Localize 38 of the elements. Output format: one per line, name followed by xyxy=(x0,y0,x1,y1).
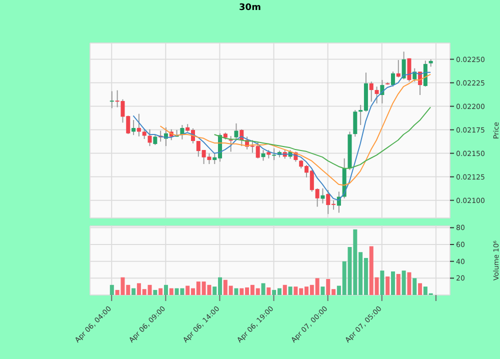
bar xyxy=(396,274,400,295)
candlestick xyxy=(153,134,158,146)
bar xyxy=(380,270,384,295)
candlestick xyxy=(110,90,114,109)
bar xyxy=(158,288,163,295)
bar xyxy=(153,290,158,295)
candlestick xyxy=(396,60,400,78)
candlestick xyxy=(148,128,152,147)
candlestick xyxy=(261,150,266,162)
bar xyxy=(261,283,266,295)
bar xyxy=(169,288,174,295)
bar xyxy=(282,284,287,295)
bar xyxy=(402,270,406,295)
candlestick xyxy=(132,120,136,136)
bar xyxy=(164,284,168,295)
bar xyxy=(412,278,417,295)
bar xyxy=(386,276,390,295)
chart-title: 30m xyxy=(238,3,262,13)
bar xyxy=(418,283,422,295)
candlestick xyxy=(142,128,146,140)
candlestick xyxy=(402,51,406,80)
bar xyxy=(391,271,395,295)
candlestick xyxy=(136,113,141,137)
bar xyxy=(407,272,412,295)
candlestick xyxy=(391,71,395,88)
candlestick xyxy=(353,110,358,138)
line-series xyxy=(214,106,432,169)
bar xyxy=(266,287,271,295)
bar xyxy=(234,288,238,295)
bar xyxy=(110,284,114,295)
candlestick xyxy=(369,81,374,102)
bar xyxy=(132,288,136,295)
bar xyxy=(320,286,325,295)
candlestick xyxy=(412,68,417,82)
candlestick xyxy=(234,122,238,141)
bar xyxy=(288,286,292,295)
candlestick xyxy=(374,86,379,104)
candlestick xyxy=(228,136,233,152)
